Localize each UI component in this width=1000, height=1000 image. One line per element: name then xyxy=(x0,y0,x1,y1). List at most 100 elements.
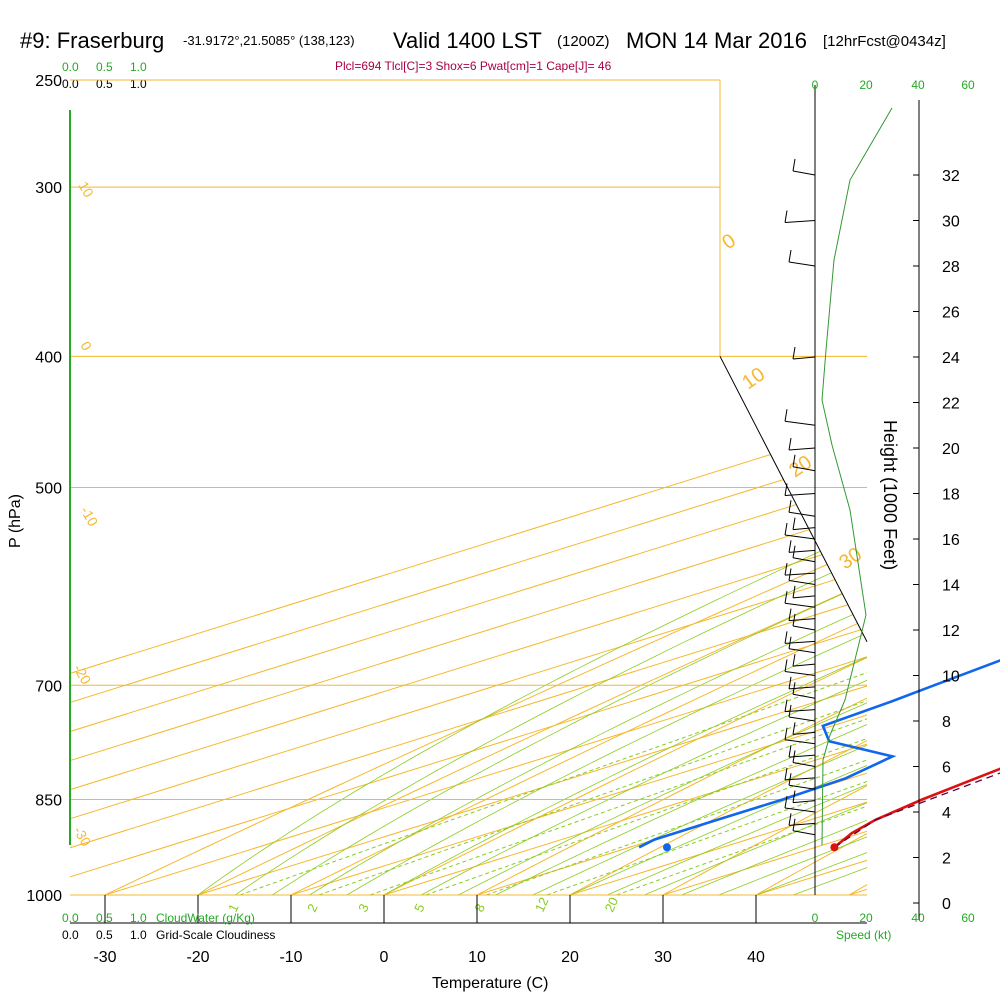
moist-adiabat-line xyxy=(309,80,867,895)
dry-adiabat-line xyxy=(104,80,867,895)
isotherm-line xyxy=(290,80,867,895)
wind-barb xyxy=(788,511,816,517)
wind-barb-flag xyxy=(788,745,792,758)
wind-barb-flag xyxy=(784,563,788,576)
wind-barb-flag xyxy=(784,631,788,644)
height-tick-label: 0 xyxy=(942,896,951,913)
height-tick-label: 24 xyxy=(942,350,960,367)
speed-bottom-label: 60 xyxy=(961,911,975,925)
height-tick-label: 14 xyxy=(942,578,960,595)
speed-top-label: 0 xyxy=(812,78,819,92)
wind-barb xyxy=(788,754,816,758)
mixing-ratio-label: 12 xyxy=(532,895,552,914)
valid-label: Valid 1400 LST xyxy=(393,28,542,53)
wind-barb-flag xyxy=(792,790,796,803)
wind-barb-flag xyxy=(784,522,788,536)
height-tick-label: 4 xyxy=(942,805,951,822)
moist-adiabat-line xyxy=(234,80,867,895)
temperature-tick-label: 10 xyxy=(468,949,486,966)
wind-barb xyxy=(792,557,816,563)
cloud-bottom-green-1: 0.5 xyxy=(96,911,113,925)
wind-barb-flag xyxy=(788,500,792,513)
isotherm-line xyxy=(70,80,867,895)
wind-barb xyxy=(784,420,816,426)
wind-barb-flag xyxy=(788,676,792,689)
pressure-tick-label: 400 xyxy=(35,349,62,366)
isotherm-line xyxy=(104,80,867,895)
sounding-lines xyxy=(638,659,1000,852)
isotherm-line xyxy=(70,80,867,895)
height-tick-label: 20 xyxy=(942,441,960,458)
speed-bottom-label: 0 xyxy=(812,911,819,925)
pressure-tick-label: 300 xyxy=(35,180,62,197)
moist-adiabat-line xyxy=(532,80,867,895)
height-tick-label: 30 xyxy=(942,214,960,231)
dry-adiabat-line xyxy=(290,80,867,895)
speed-top-label: 20 xyxy=(859,78,873,92)
dry-adiabat-label: 10 xyxy=(75,179,97,201)
dry-adiabat-label: -10 xyxy=(77,504,101,530)
wind-barb-flag xyxy=(788,249,792,263)
mixing-ratio-line xyxy=(486,355,867,895)
forecast-label: [12hrFcst@0434z] xyxy=(823,33,946,50)
wind-barb xyxy=(792,830,816,836)
wind-barb-flag xyxy=(784,483,788,496)
mixing-ratio-label: 20 xyxy=(602,895,622,914)
wind-barb-flag xyxy=(788,540,792,553)
isotherm-line xyxy=(70,80,867,895)
wind-barb-flag xyxy=(792,454,796,467)
coords-label: -31.9172°,21.5085° (138,123) xyxy=(183,33,355,48)
cloud-top-0: 0.0 xyxy=(62,77,79,91)
temperature-tick-label: 40 xyxy=(747,949,765,966)
wind-barb xyxy=(792,663,816,667)
moist-adiabat-line xyxy=(495,80,867,895)
height-axis-label: Height (1000 Feet) xyxy=(880,420,900,570)
moist-adiabat-line xyxy=(346,80,867,895)
wind-barb xyxy=(788,618,816,622)
wind-barb xyxy=(788,822,816,826)
cloud-bottom-2: 1.0 xyxy=(130,928,147,942)
temperature-tick-label: 30 xyxy=(654,949,672,966)
height-tick-label: 32 xyxy=(942,168,960,185)
moist-adiabat-line xyxy=(197,80,867,895)
temperature-tick-label: -20 xyxy=(186,949,209,966)
wind-barb-flag xyxy=(792,585,796,598)
wind-barb xyxy=(788,716,816,722)
speed-bottom-label: 20 xyxy=(859,911,873,925)
speed-top-label: 60 xyxy=(961,78,975,92)
isotherm-line xyxy=(197,80,867,895)
height-tick-label: 18 xyxy=(942,487,960,504)
wind-barb xyxy=(784,807,816,813)
pressure-tick-label: 700 xyxy=(35,678,62,695)
height-tick-label: 12 xyxy=(942,623,960,640)
wind-barb-flag xyxy=(784,727,788,740)
wind-barb xyxy=(788,784,816,790)
mixing-ratio-line xyxy=(239,355,867,895)
isotherm-line xyxy=(383,80,867,895)
dry-adiabat-line xyxy=(569,80,867,895)
wind-speed-profile xyxy=(821,107,893,846)
wind-barb xyxy=(784,777,816,781)
isotherm-line xyxy=(70,80,867,895)
mixing-ratio-line xyxy=(318,355,867,895)
dewpoint-line xyxy=(638,659,1000,849)
wind-barb xyxy=(788,549,816,553)
height-tick-label: 6 xyxy=(942,760,951,777)
wind-barb-flag xyxy=(784,659,788,672)
wind-barb xyxy=(792,762,816,767)
dry-adiabat-label: -20 xyxy=(70,662,94,688)
temperature-line xyxy=(833,767,1000,849)
cloud-top-green-2: 1.0 xyxy=(130,60,147,74)
wind-barb-flag xyxy=(792,158,796,172)
isotherm-line xyxy=(848,80,867,895)
isotherm-label: 30 xyxy=(835,543,866,574)
zulu-label: (1200Z) xyxy=(557,33,610,50)
wind-barb xyxy=(792,731,816,735)
wind-barb xyxy=(784,534,816,540)
cloud-water-label: CloudWater (g/Kg) xyxy=(156,911,255,925)
moist-adiabat-line xyxy=(569,80,867,895)
cloud-top-green-0: 0.0 xyxy=(62,60,79,74)
temperature-tick-label: 0 xyxy=(380,949,389,966)
